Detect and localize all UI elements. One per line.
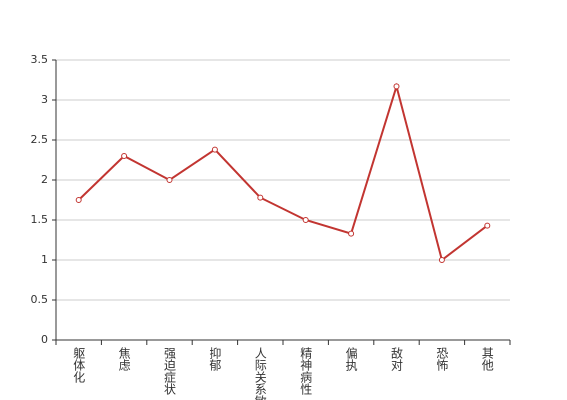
y-tick-label: 2.5	[31, 133, 49, 146]
point	[166, 177, 173, 183]
point	[438, 257, 445, 263]
point	[75, 197, 82, 203]
y-tick-label: 2	[41, 173, 48, 186]
x-tick-label: 抑郁	[208, 346, 222, 372]
x-tick-label: 焦虑	[117, 347, 131, 371]
point	[302, 217, 309, 223]
y-tick-label: 3	[41, 93, 48, 106]
point	[257, 194, 264, 201]
x-tick-label: 偏执	[344, 346, 358, 372]
x-tick-label: 人际关系敏感	[253, 347, 267, 400]
y-tick-label: 0	[41, 333, 48, 346]
point	[211, 146, 218, 153]
y-tick-label: 0.5	[31, 293, 49, 306]
y-tick-label: 1	[41, 253, 48, 266]
x-tick-label: 强迫症状	[163, 347, 177, 395]
point	[484, 222, 491, 229]
line	[78, 82, 488, 262]
x-tick-label: 精神病性	[299, 347, 313, 396]
x-tick-label: 其他	[480, 347, 494, 371]
point	[348, 230, 355, 237]
point	[121, 153, 128, 159]
x-tick-label: 敌对	[390, 346, 404, 371]
x-tick-label: 恐怖	[435, 347, 449, 371]
x-tick-label: 躯体化	[72, 346, 86, 384]
point	[393, 83, 400, 90]
y-tick-label: 3.5	[31, 53, 49, 66]
y-tick-label: 1.5	[31, 213, 49, 226]
